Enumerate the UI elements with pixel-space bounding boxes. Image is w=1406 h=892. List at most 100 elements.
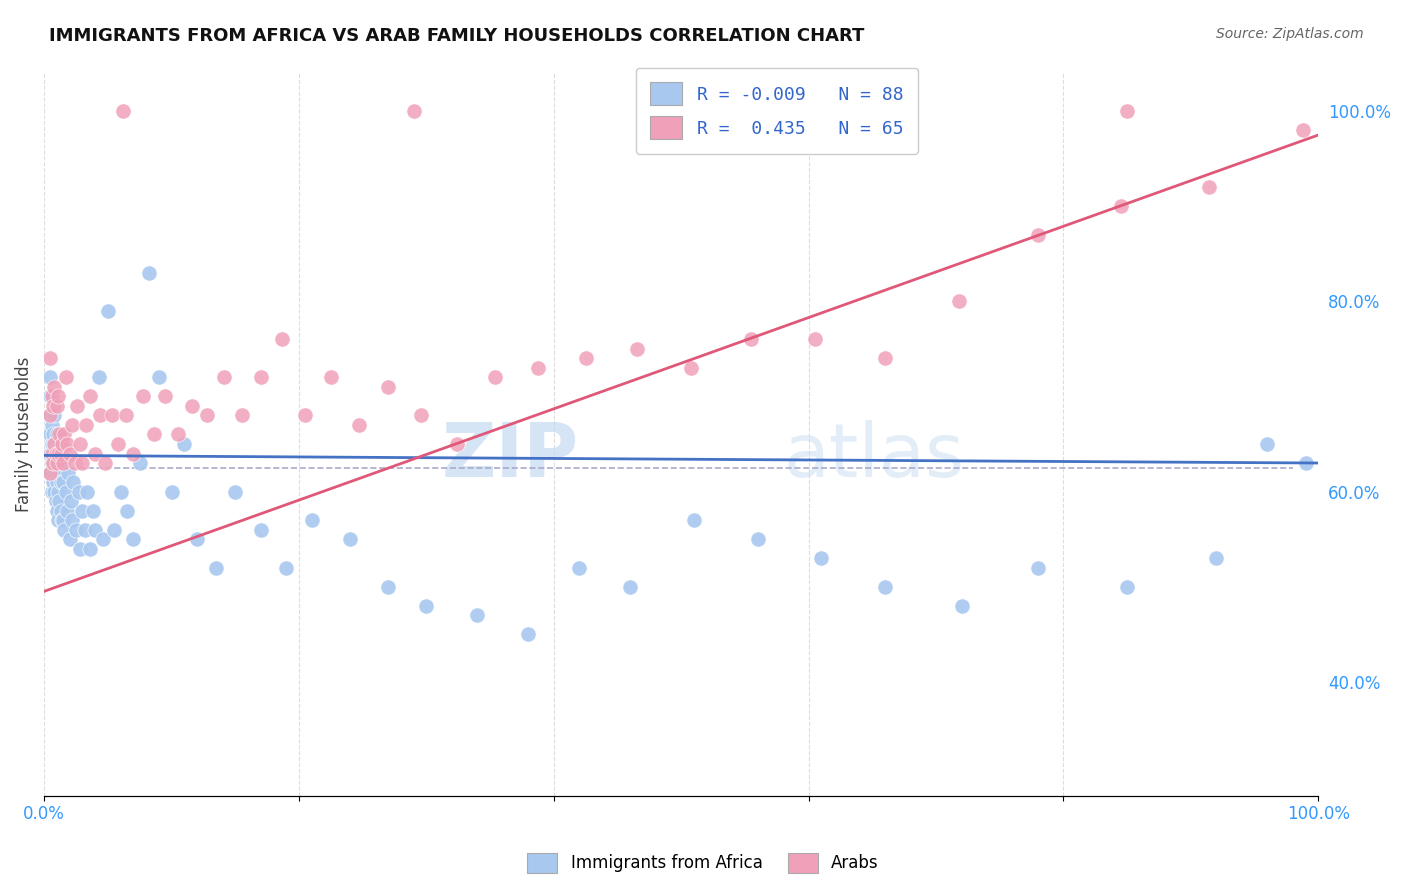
- Point: [53, 427, 76, 442]
- Point: [82, 503, 104, 517]
- Point: [67, 484, 90, 499]
- Point: [63, 456, 86, 470]
- Point: [49, 446, 72, 460]
- Point: [44, 484, 66, 499]
- Point: [87, 370, 110, 384]
- Point: [1205, 551, 1227, 566]
- Point: [45, 475, 67, 489]
- Point: [45, 446, 67, 460]
- Point: [45, 446, 67, 460]
- Point: [948, 294, 970, 309]
- Point: [212, 370, 235, 384]
- Point: [89, 409, 111, 423]
- Point: [39, 409, 62, 423]
- Point: [873, 580, 896, 594]
- Point: [58, 466, 80, 480]
- Point: [517, 627, 540, 641]
- Point: [46, 513, 69, 527]
- Point: [55, 370, 77, 384]
- Point: [339, 532, 361, 546]
- Point: [138, 266, 160, 280]
- Point: [42, 475, 65, 489]
- Point: [173, 437, 195, 451]
- Point: [294, 409, 316, 423]
- Point: [347, 417, 370, 432]
- Point: [205, 560, 228, 574]
- Point: [804, 333, 827, 347]
- Point: [186, 532, 208, 546]
- Point: [45, 494, 67, 508]
- Point: [51, 513, 73, 527]
- Point: [44, 380, 66, 394]
- Text: atlas: atlas: [783, 419, 965, 492]
- Point: [44, 437, 66, 451]
- Point: [66, 399, 89, 413]
- Point: [1026, 560, 1049, 574]
- Point: [377, 380, 399, 394]
- Point: [657, 104, 679, 119]
- Point: [45, 466, 67, 480]
- Point: [44, 466, 66, 480]
- Point: [568, 560, 591, 574]
- Point: [41, 484, 63, 499]
- Point: [249, 370, 271, 384]
- Point: [49, 475, 72, 489]
- Point: [319, 370, 342, 384]
- Text: Source: ZipAtlas.com: Source: ZipAtlas.com: [1216, 27, 1364, 41]
- Point: [73, 523, 96, 537]
- Point: [76, 484, 98, 499]
- Point: [39, 351, 62, 366]
- Point: [740, 333, 762, 347]
- Point: [41, 446, 63, 460]
- Point: [527, 360, 550, 375]
- Point: [810, 551, 832, 566]
- Point: [79, 389, 101, 403]
- Point: [100, 409, 122, 423]
- Point: [1295, 456, 1317, 470]
- Point: [148, 370, 170, 384]
- Point: [167, 427, 190, 442]
- Point: [128, 456, 150, 470]
- Text: ZIP: ZIP: [441, 419, 579, 492]
- Point: [107, 437, 129, 451]
- Point: [153, 389, 176, 403]
- Point: [39, 370, 62, 384]
- Point: [45, 503, 67, 517]
- Point: [51, 437, 73, 451]
- Point: [224, 484, 246, 499]
- Point: [301, 513, 323, 527]
- Point: [69, 437, 91, 451]
- Point: [44, 437, 66, 451]
- Point: [51, 456, 73, 470]
- Point: [44, 409, 66, 423]
- Legend: R = -0.009   N = 88, R =  0.435   N = 65: R = -0.009 N = 88, R = 0.435 N = 65: [636, 68, 918, 154]
- Point: [1116, 104, 1139, 119]
- Point: [97, 304, 120, 318]
- Point: [72, 456, 94, 470]
- Point: [1198, 180, 1220, 194]
- Point: [52, 475, 75, 489]
- Point: [180, 399, 202, 413]
- Point: [42, 427, 65, 442]
- Point: [39, 446, 62, 460]
- Text: IMMIGRANTS FROM AFRICA VS ARAB FAMILY HOUSEHOLDS CORRELATION CHART: IMMIGRANTS FROM AFRICA VS ARAB FAMILY HO…: [49, 27, 865, 45]
- Point: [1026, 227, 1049, 242]
- Point: [41, 389, 63, 403]
- Point: [142, 427, 165, 442]
- Point: [53, 523, 76, 537]
- Point: [411, 409, 433, 423]
- Y-axis label: Family Households: Family Households: [15, 357, 32, 512]
- Point: [42, 399, 65, 413]
- Point: [56, 437, 79, 451]
- Point: [41, 437, 63, 451]
- Point: [55, 484, 77, 499]
- Point: [160, 484, 183, 499]
- Point: [46, 389, 69, 403]
- Point: [62, 475, 84, 489]
- Point: [110, 484, 132, 499]
- Point: [747, 532, 769, 546]
- Point: [58, 446, 80, 460]
- Point: [46, 456, 69, 470]
- Point: [39, 427, 62, 442]
- Point: [41, 456, 63, 470]
